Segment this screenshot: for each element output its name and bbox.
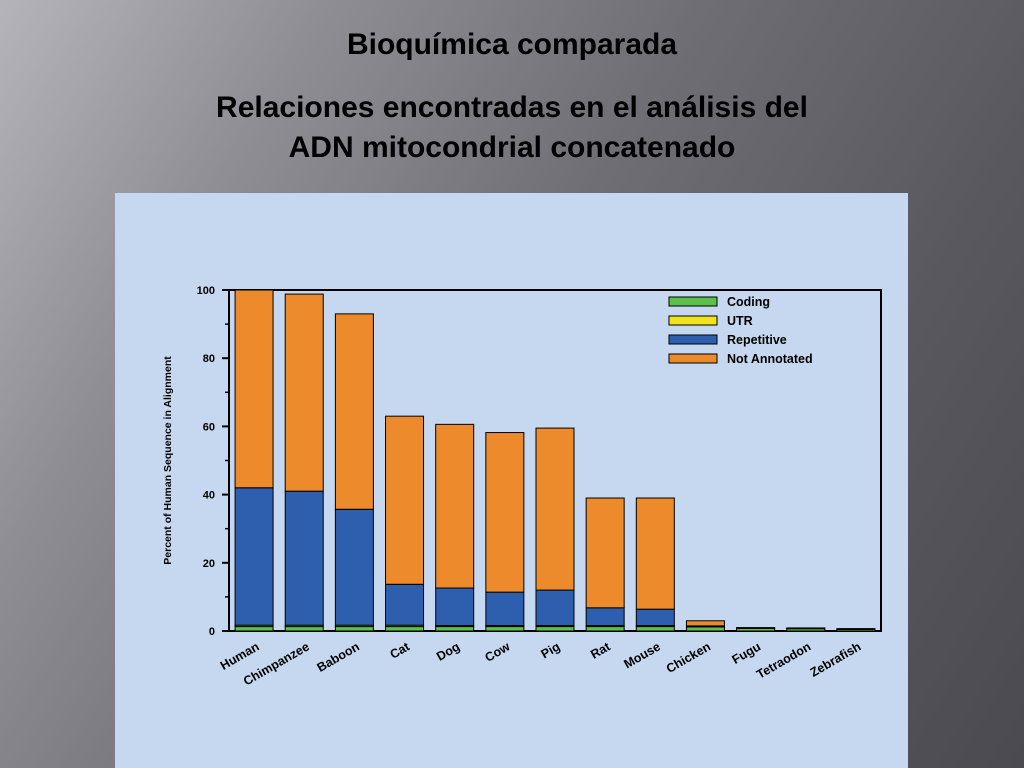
legend-swatch-repetitive [668,334,718,345]
bar-segment-coding [585,626,625,632]
legend-label: Coding [727,295,770,309]
bar-segment-not_annotated [635,497,675,610]
y-tick-label: 40 [203,490,215,502]
bar-segment-repetitive [334,508,374,626]
y-tick-label: 20 [203,558,215,570]
bar-segment-not_annotated [685,620,725,627]
slide-subtitle: Relaciones encontradas en el análisis de… [0,88,1024,168]
category-label: Mouse [622,639,663,671]
legend-swatch-utr [668,315,718,326]
bar-segment-coding [535,626,575,632]
bar-segment-not_annotated [234,289,274,489]
bar-segment-not_annotated [736,627,776,629]
bar-segment-repetitive [635,608,675,627]
bar-segment-coding [234,626,274,632]
bar-segment-coding [435,626,475,632]
bar-segment-not_annotated [786,627,826,629]
stacked-bar-chart: 0 20 40 60 80 100 Percent of Human Sequence in… [162,285,882,688]
bar-segment-coding [334,626,374,632]
bar-segment-repetitive [485,591,525,627]
slide-subtitle-line-2: ADN mitocondrial concatenado [288,131,736,164]
legend-label: Not Annotated [727,352,813,366]
bar-segment-coding [385,626,425,632]
chart-panel: 0 20 40 60 80 100 Percent of Human Sequence in… [115,193,908,768]
category-label: Fugu [730,639,763,666]
bar-segment-not_annotated [836,628,876,630]
bar-segment-coding [685,626,725,632]
y-tick-label: 0 [209,626,215,638]
y-tick-label: 80 [203,353,215,365]
legend-label: UTR [727,314,753,328]
bar-segment-not_annotated [535,427,575,591]
legend-swatch-coding [668,296,718,307]
bar-segment-repetitive [284,490,324,626]
slide-subtitle-line-1: Relaciones encontradas en el análisis de… [216,91,808,124]
bar-segment-not_annotated [585,497,625,609]
legend-label: Repetitive [727,333,787,347]
category-label: Dog [434,639,462,663]
category-label: Rat [588,639,613,662]
bar-segment-repetitive [234,487,274,626]
bar-segment-not_annotated [334,313,374,510]
category-label: Baboon [315,639,362,674]
bar-segment-not_annotated [435,423,475,589]
bar-segment-repetitive [385,583,425,626]
slide-title: Bioquímica comparada [346,28,678,61]
category-label: Chicken [664,639,713,675]
category-label: Cow [482,639,512,664]
legend-swatch-not_annotated [668,353,718,364]
y-axis-label: Percent of Human Sequence in Alignment [162,356,174,565]
y-tick-label: 60 [203,421,215,433]
category-label: Cat [388,639,413,662]
bar-segment-coding [485,626,525,632]
category-label: Zebrafish [808,639,864,679]
bar-segment-not_annotated [485,432,525,593]
category-label: Pig [539,639,563,661]
y-tick-label: 100 [197,285,215,297]
bar-segment-repetitive [435,587,475,627]
category-label: Tetraodon [754,639,813,681]
bar-segment-not_annotated [385,415,425,585]
bar-segment-coding [284,626,324,632]
bar-segment-repetitive [585,607,625,627]
bar-segment-not_annotated [284,293,324,492]
bar-segment-coding [635,626,675,632]
bar-segment-repetitive [535,589,575,627]
